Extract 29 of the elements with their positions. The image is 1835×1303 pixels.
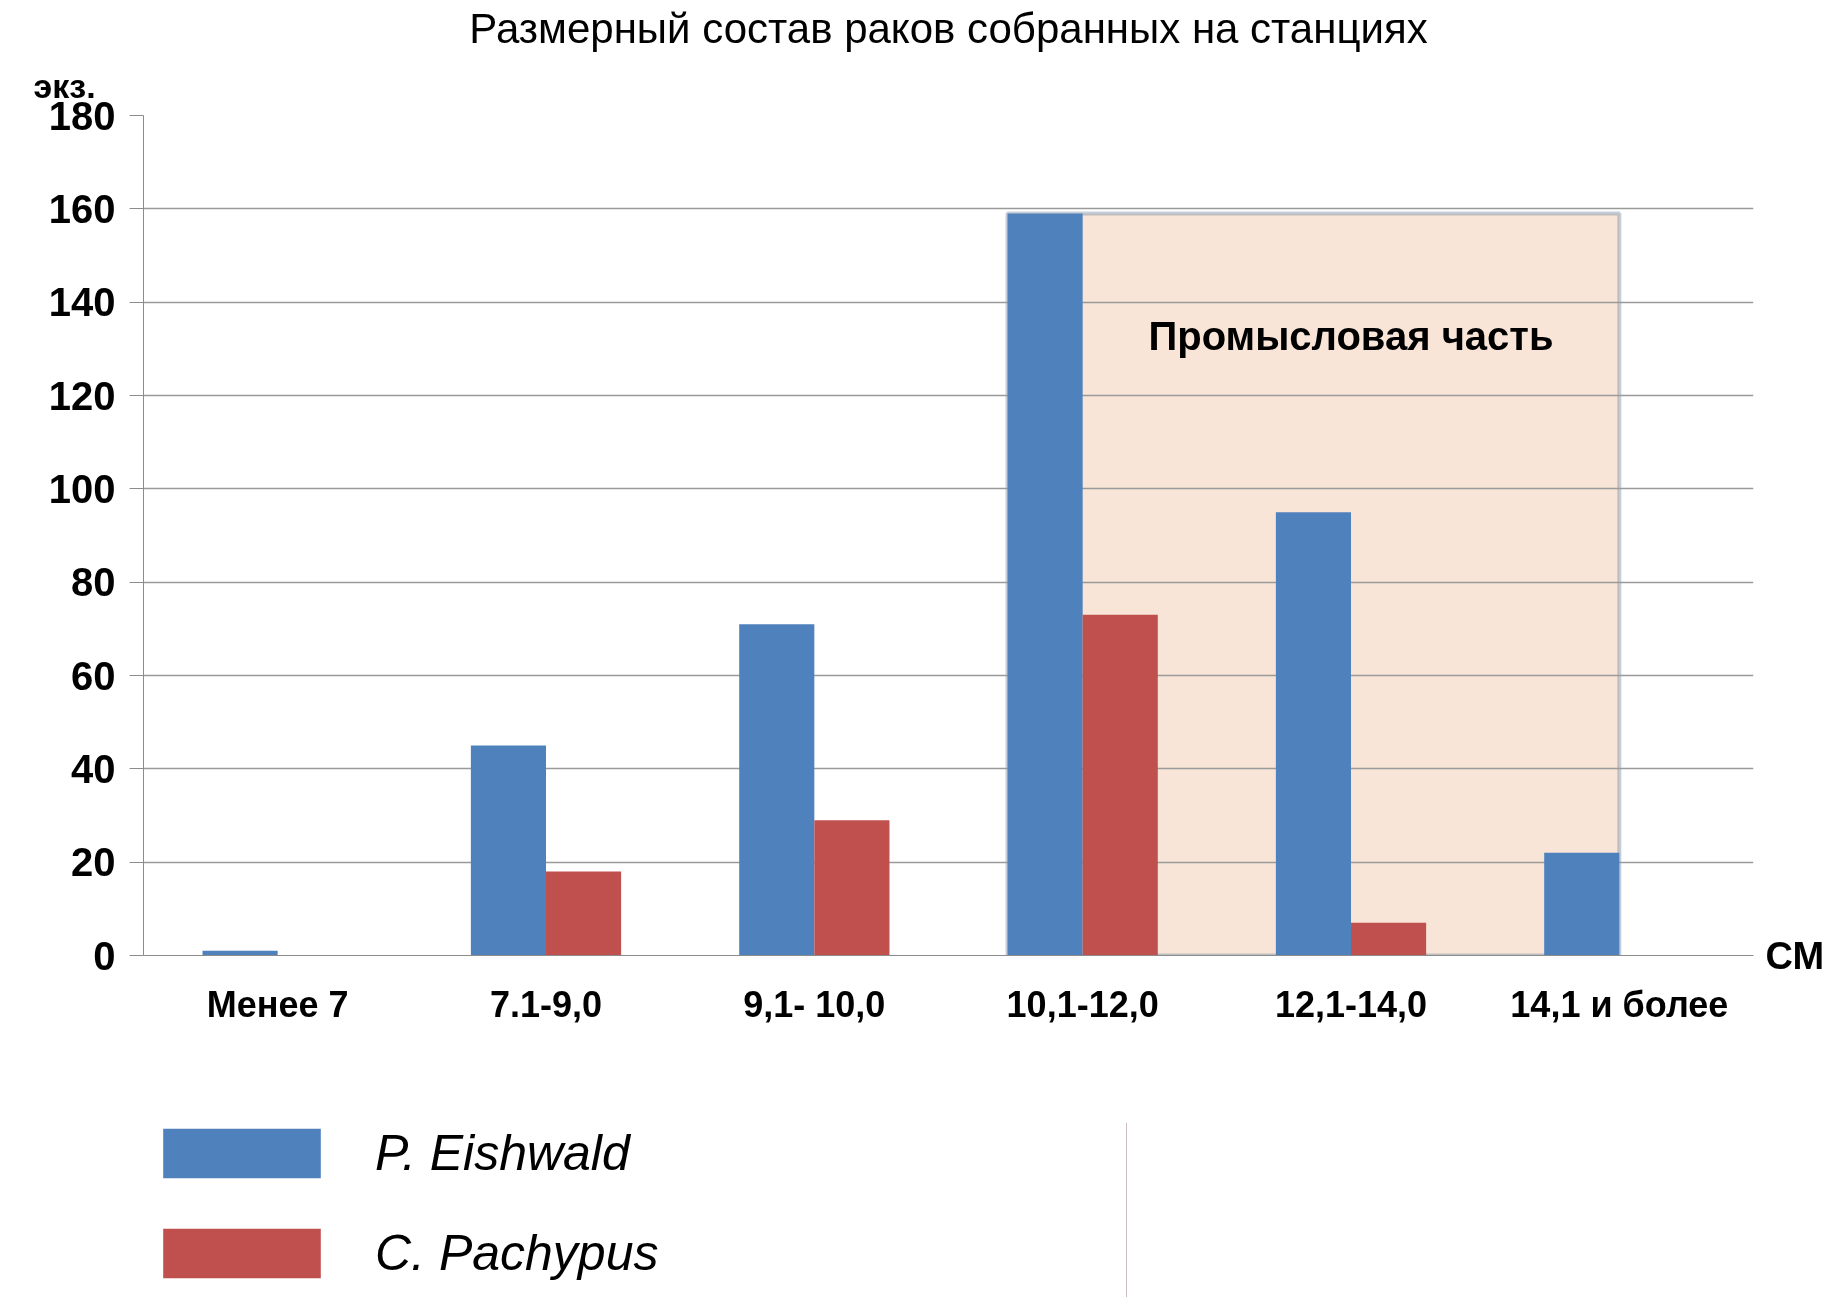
bar	[546, 871, 622, 956]
y-tick-label: 120	[48, 373, 116, 418]
y-tick-label: 40	[71, 746, 116, 791]
x-tick-label: 7.1-9,0	[489, 983, 603, 1025]
bar	[1275, 512, 1351, 956]
bar	[814, 820, 890, 956]
bar	[1082, 614, 1158, 956]
y-tick-label: 0	[93, 933, 116, 978]
x-tick-label: Менее 7	[206, 983, 349, 1025]
legend-label: P. Eishwald	[375, 1124, 630, 1182]
bar	[470, 745, 546, 956]
y-tick-label: 80	[71, 560, 116, 605]
y-tick-label: 100	[48, 466, 116, 511]
band-label: Промысловая часть	[1148, 313, 1554, 358]
y-tick-label: 20	[71, 840, 116, 885]
y-tick-label: 160	[48, 186, 116, 231]
x-tick-label: 12,1-14,0	[1274, 983, 1428, 1025]
y-tick-label: 140	[48, 280, 116, 325]
bar	[1007, 213, 1083, 956]
x-tick-label: 14,1 и более	[1510, 983, 1729, 1025]
x-axis-title: СМ	[1765, 934, 1825, 977]
x-tick-label: 9,1- 10,0	[743, 983, 886, 1025]
bar	[1544, 852, 1620, 956]
y-tick-label: 60	[71, 653, 116, 698]
bar	[739, 624, 815, 956]
legend-label: C. Pachypus	[375, 1224, 659, 1282]
chart-title: Размерный состав раков собранных на станциях	[469, 4, 1428, 52]
x-tick-label: 10,1-12,0	[1006, 983, 1159, 1025]
bar	[1351, 922, 1427, 956]
